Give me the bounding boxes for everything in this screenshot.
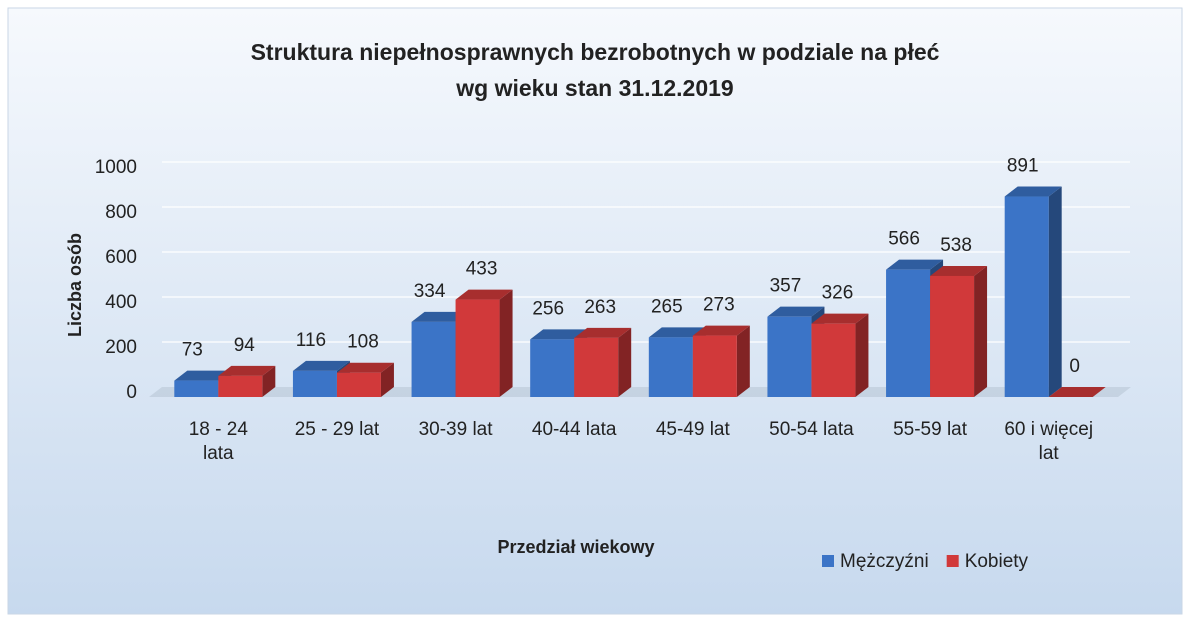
x-tick-label-line: 18 - 24 [189, 419, 249, 440]
bar [336, 372, 381, 397]
y-tick-label: 400 [105, 292, 137, 313]
bar-side [736, 325, 750, 397]
data-label: 891 [1007, 156, 1039, 177]
bar-side [974, 265, 988, 397]
x-tick-label-line: 55-59 lat [893, 419, 968, 440]
data-label: 538 [940, 235, 972, 256]
x-tick-label: 18 - 24 lata [189, 419, 249, 464]
bar-top [1004, 186, 1062, 197]
y-tick-label: 1000 [95, 157, 137, 178]
bar [692, 335, 737, 397]
bar [455, 299, 500, 397]
x-axis-label: Przedział wiekowy [497, 537, 654, 557]
bar-side [262, 365, 276, 397]
data-label: 334 [414, 281, 446, 302]
x-tick-label-line: lat [1039, 443, 1060, 464]
y-tick-label: 600 [105, 247, 137, 268]
legend-swatch [822, 555, 834, 567]
data-label: 94 [234, 335, 256, 356]
x-tick-label-line: 50-54 lata [769, 419, 854, 440]
bar-top [811, 313, 869, 324]
x-tick-label: 60 i więcej lat [1004, 419, 1093, 464]
bar-side [380, 362, 394, 397]
bar-top [455, 289, 513, 300]
bar [530, 339, 575, 397]
y-axis-label: Liczba osób [65, 233, 85, 337]
legend-swatch [946, 555, 959, 567]
y-tick-label: 0 [126, 382, 137, 403]
bar [411, 321, 456, 397]
bar-top [530, 329, 588, 340]
data-label: 265 [651, 296, 683, 317]
bar [174, 380, 219, 397]
x-tick-label: 50-54 lata [769, 419, 854, 440]
legend-label: Kobiety [965, 551, 1029, 572]
data-label: 273 [703, 295, 735, 316]
bar [292, 370, 337, 397]
bar-top [292, 360, 350, 371]
bar-side [855, 313, 869, 397]
x-tick-label-line: 40-44 lata [532, 419, 617, 440]
bar-top [574, 327, 632, 338]
data-label: 73 [182, 340, 203, 361]
bar-side [499, 289, 513, 397]
x-tick-label: 30-39 lat [419, 419, 494, 440]
floor [149, 387, 1131, 397]
bar [767, 316, 812, 397]
bar-top [648, 327, 706, 338]
bar-top [411, 311, 469, 322]
x-tick-label: 25 - 29 lat [295, 419, 380, 440]
bar-top [336, 362, 394, 373]
bar [886, 269, 931, 397]
legend-label: Mężczyźni [840, 551, 929, 572]
data-label: 433 [466, 259, 498, 280]
chart-title: Struktura niepełnosprawnych bezrobotnych… [251, 39, 940, 65]
bar-side [618, 327, 632, 397]
bar-top [218, 365, 276, 376]
x-tick-label: 45-49 lat [656, 419, 731, 440]
x-tick-label-line: 45-49 lat [656, 419, 731, 440]
data-label: 0 [1069, 356, 1080, 377]
x-tick-label: 40-44 lata [532, 419, 617, 440]
bar [574, 337, 619, 397]
bar-top [767, 306, 825, 317]
x-tick-label: 55-59 lat [893, 419, 968, 440]
data-label: 566 [888, 229, 920, 250]
bar [1004, 196, 1049, 397]
bar-top [886, 259, 944, 270]
bar [648, 337, 693, 397]
chart-title: wg wieku stan 31.12.2019 [455, 75, 733, 101]
bar-top [930, 265, 988, 276]
bar [930, 275, 975, 397]
data-label: 256 [532, 298, 564, 319]
bar [811, 323, 856, 397]
bar-top [1048, 387, 1106, 397]
data-label: 326 [822, 283, 854, 304]
data-label: 108 [347, 332, 379, 353]
y-tick-label: 800 [105, 202, 137, 223]
x-tick-label-line: 30-39 lat [419, 419, 494, 440]
bar-side [1048, 186, 1062, 397]
x-tick-label-line: 60 i więcej [1004, 419, 1093, 440]
bar-top [692, 325, 750, 336]
data-label: 357 [770, 276, 802, 297]
x-tick-label-line: lata [203, 443, 234, 464]
x-tick-label-line: 25 - 29 lat [295, 419, 380, 440]
bar-top [174, 370, 232, 381]
bar [218, 375, 263, 397]
data-label: 116 [296, 330, 326, 351]
y-tick-label: 200 [105, 337, 137, 358]
data-label: 263 [584, 297, 616, 318]
